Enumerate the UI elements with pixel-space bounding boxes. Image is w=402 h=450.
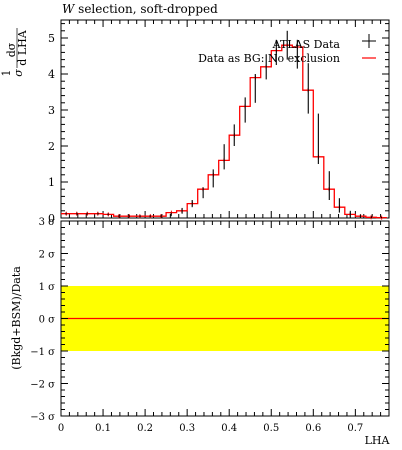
bg-histogram-line [61, 44, 387, 219]
ratio-xtick-label: 0.1 [95, 423, 111, 434]
chart-title: W selection, soft-dropped [62, 2, 218, 16]
ratio-xtick-label: 0 [58, 423, 64, 434]
chart-title-prefix: W [62, 2, 76, 16]
main-ylabel-sigma: σ [12, 69, 25, 77]
main-ytick-label: 1 [48, 176, 55, 189]
main-ylabel-frac-den: d LHA [16, 29, 29, 65]
main-ytick-label: 5 [48, 32, 55, 45]
ratio-ytick-label: 2 σ [39, 250, 56, 261]
ratio-ytick-label: 3 σ [39, 217, 56, 228]
ratio-xtick-label: 0.7 [347, 423, 363, 434]
legend: ATLAS Data Data as BG: No exclusion [198, 34, 376, 65]
ratio-ytick-label: −3 σ [30, 412, 55, 423]
ratio-ytick-label: −2 σ [30, 380, 55, 391]
x-axis-label: LHA [365, 434, 391, 447]
main-ylabel-one: 1 [0, 70, 13, 77]
main-ytick-label: 2 [48, 140, 55, 153]
ratio-xtick-label: 0.2 [137, 423, 153, 434]
legend-label-bg: Data as BG: No exclusion [198, 52, 340, 65]
main-ytick-label: 0 [48, 212, 55, 225]
ratio-xtick-label: 0.3 [179, 423, 195, 434]
chart-title-rest: selection, soft-dropped [74, 2, 218, 16]
main-ylabel: 1 σ dσ d LHA [0, 28, 29, 77]
ratio-ytick-label: −1 σ [30, 347, 55, 358]
main-panel: 0 1 2 3 4 5 [48, 19, 390, 225]
main-ytick-label: 4 [48, 68, 55, 81]
main-ytick-label: 3 [48, 104, 55, 117]
main-frame [60, 19, 390, 219]
ratio-xtick-label: 0.5 [263, 423, 279, 434]
ratio-panel: −3 σ −2 σ −1 σ 0 σ 1 σ 2 σ 3 σ 0 0.1 0.2 0.3 0.4 0.5… [30, 217, 390, 434]
ratio-xtick-label: 0.4 [221, 423, 237, 434]
legend-label-data: ATLAS Data [272, 38, 341, 51]
ratio-ytick-label: 0 σ [39, 315, 56, 326]
ratio-ylabel: (Bkgd+BSM)/Data [10, 266, 23, 370]
main-ylabel-frac-num: dσ [5, 42, 18, 57]
ratio-xtick-label: 0.6 [305, 423, 321, 434]
ratio-ytick-label: 1 σ [39, 282, 56, 293]
